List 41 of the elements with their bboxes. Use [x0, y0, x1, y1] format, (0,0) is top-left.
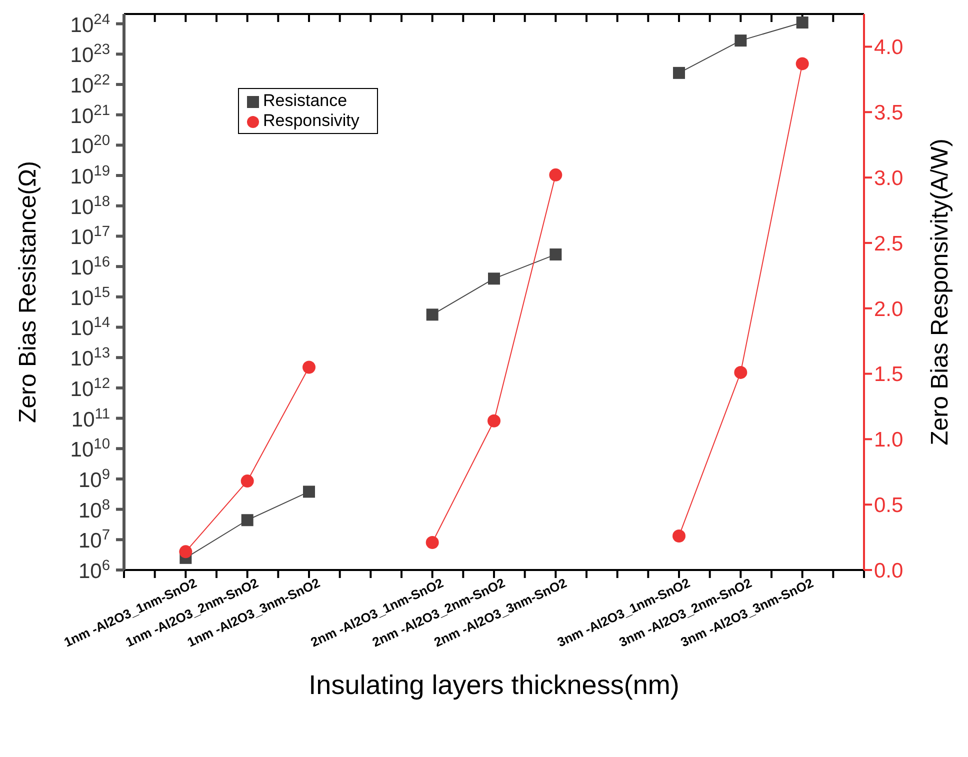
point [488, 272, 500, 285]
y-axis-title: Zero Bias Resistance(Ω) [14, 160, 42, 424]
y-tick-label: 10$^{8}$ [78, 497, 110, 522]
point [796, 16, 808, 29]
y2-tick-label: 1.0 [874, 428, 904, 452]
y-tick-label: 10$^{17}$ [70, 224, 110, 250]
legend-label: Responsivity [263, 111, 360, 130]
point [734, 34, 747, 47]
y2-axis-title: Zero Bias Responsivity(A/W) [926, 138, 954, 446]
y-tick-label: 10$^{14}$ [70, 315, 110, 340]
y-tick-label: 10$^{18}$ [70, 194, 110, 219]
y-tick-label: 10$^{7}$ [78, 528, 110, 553]
y-tick-label: 10$^{10}$ [70, 436, 110, 462]
y-tick-label: 10$^{24}$ [70, 12, 110, 37]
y-tick-label: 10$^{13}$ [70, 346, 110, 371]
y-tick-label: 10$^{20}$ [70, 133, 110, 158]
y-tick-label: 10$^{9}$ [78, 466, 110, 492]
point [673, 66, 685, 79]
y-tick-label: 10$^{23}$ [70, 42, 110, 68]
y-tick-label: 10$^{21}$ [70, 102, 110, 128]
y-tick-label: 10$^{16}$ [70, 254, 110, 280]
point [303, 486, 315, 498]
point [550, 248, 562, 260]
y2-tick-label: 3.0 [874, 166, 904, 190]
y2-tick-label: 2.5 [874, 232, 904, 256]
legend-label: Resistance [263, 91, 348, 110]
y-tick-label: 10$^{19}$ [70, 164, 110, 189]
y-tick-label: 10$^{11}$ [71, 406, 110, 432]
point [241, 514, 254, 526]
x-axis-title: Insulating layers thickness(nm) [308, 670, 680, 700]
y2-tick-label: 3.5 [874, 102, 904, 125]
y-tick-label: 10$^{6}$ [78, 558, 110, 583]
y2-tick-label: 4.0 [874, 36, 904, 60]
y-tick-label: 10$^{22}$ [70, 72, 110, 98]
point [426, 308, 438, 321]
y2-tick-label: 1.5 [874, 363, 904, 386]
y2-tick-label: 2.0 [874, 298, 904, 321]
y-tick-label: 10$^{12}$ [70, 376, 110, 401]
y2-tick-label: 0.5 [874, 494, 904, 518]
y2-tick-label: 0.0 [874, 559, 904, 582]
y-tick-label: 10$^{15}$ [70, 284, 110, 310]
